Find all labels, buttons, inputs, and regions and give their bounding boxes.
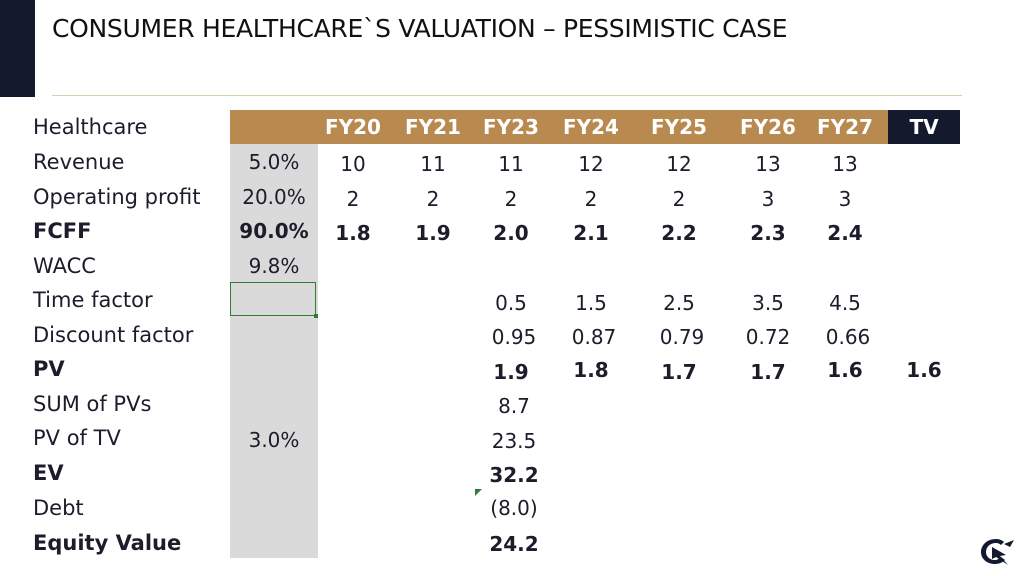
table-cell[interactable]: 0.95 [491,325,537,349]
row-label-debt: Debt [33,496,84,520]
table-cell[interactable]: 4.5 [829,291,861,315]
year-header[interactable]: FY25 [651,115,707,139]
table-cell[interactable]: 1.9 [493,360,529,384]
year-header[interactable]: FY27 [817,115,873,139]
tv-header[interactable]: TV [909,115,939,139]
bird-logo-icon [981,539,1014,565]
table-cell[interactable]: 2.3 [750,221,786,245]
row-label-equity-value: Equity Value [33,531,182,555]
table-cell[interactable]: 0.66 [825,325,871,349]
table-cell[interactable]: 2 [346,187,360,211]
table-cell[interactable]: 10 [340,152,366,176]
accent-bar [0,0,35,97]
table-cell[interactable]: 1.8 [573,358,609,382]
table-cell[interactable]: 12 [666,152,692,176]
table-cell[interactable]: 1.7 [750,360,786,384]
selected-cell[interactable] [230,282,316,316]
table-cell[interactable]: 8.7 [498,394,530,418]
row-label-revenue: Revenue [33,150,125,174]
table-cell[interactable]: 1.8 [335,221,371,245]
table-cell[interactable]: 2.4 [827,221,863,245]
row-label-operating-profit: Operating profit [33,185,201,209]
row-label-time-factor: Time factor [33,288,153,312]
row-label-pv-tv: PV of TV [33,426,121,450]
table-cell[interactable]: 32.2 [489,463,539,487]
year-header[interactable]: FY21 [405,115,461,139]
table-cell[interactable]: 11 [498,152,524,176]
assumption-cell[interactable]: 20.0% [242,185,306,209]
table-cell[interactable]: 2.1 [573,221,609,245]
row-label-wacc: WACC [33,254,96,278]
table-cell[interactable]: 3 [761,187,775,211]
table-cell[interactable]: 24.2 [489,532,539,556]
assumption-column-shade [230,144,318,558]
row-label-fcff: FCFF [33,219,92,243]
tv-cell[interactable]: 1.6 [906,358,942,382]
row-label-sum-pvs: SUM of PVs [33,392,152,416]
table-cell[interactable]: 1.5 [575,291,607,315]
table-cell[interactable]: 0.72 [745,325,791,349]
table-cell[interactable]: 11 [420,152,446,176]
table-cell[interactable]: 12 [578,152,604,176]
table-cell[interactable]: 3 [838,187,852,211]
slide-title: CONSUMER HEALTHCARE`S VALUATION – PESSIM… [52,14,788,43]
table-cell[interactable]: 1.9 [415,221,451,245]
assumption-cell[interactable]: 3.0% [248,428,300,452]
row-label-healthcare: Healthcare [33,115,148,139]
table-cell[interactable]: 2 [672,187,686,211]
table-cell[interactable]: 13 [832,152,858,176]
table-cell[interactable]: 0.5 [495,291,527,315]
tv-header-band [888,110,960,144]
table-cell[interactable]: 23.5 [491,429,537,453]
year-header[interactable]: FY23 [483,115,539,139]
year-header[interactable]: FY26 [740,115,796,139]
table-cell[interactable]: 2.2 [661,221,697,245]
table-cell[interactable]: 0.87 [571,325,617,349]
fill-handle[interactable] [314,314,318,318]
assumption-cell[interactable]: 90.0% [239,219,309,243]
table-cell[interactable]: 13 [755,152,781,176]
table-cell[interactable]: 1.7 [661,360,697,384]
error-indicator [475,489,482,496]
table-cell[interactable]: 2 [504,187,518,211]
table-cell[interactable]: 2 [426,187,440,211]
assumption-cell[interactable]: 9.8% [248,254,300,278]
header-band [230,110,888,144]
row-label-pv: PV [33,357,65,381]
table-cell[interactable]: 2.0 [493,221,529,245]
table-cell[interactable]: 2 [584,187,598,211]
table-cell[interactable]: 0.79 [659,325,705,349]
table-cell[interactable]: 3.5 [752,291,784,315]
table-cell[interactable]: 1.6 [827,358,863,382]
row-label-discount-factor: Discount factor [33,323,194,347]
assumption-cell[interactable]: 5.0% [248,150,300,174]
table-cell[interactable]: 2.5 [663,291,695,315]
year-header[interactable]: FY24 [563,115,619,139]
row-label-ev: EV [33,461,64,485]
title-divider [52,95,962,96]
year-header[interactable]: FY20 [325,115,381,139]
table-cell[interactable]: (8.0) [490,496,538,520]
